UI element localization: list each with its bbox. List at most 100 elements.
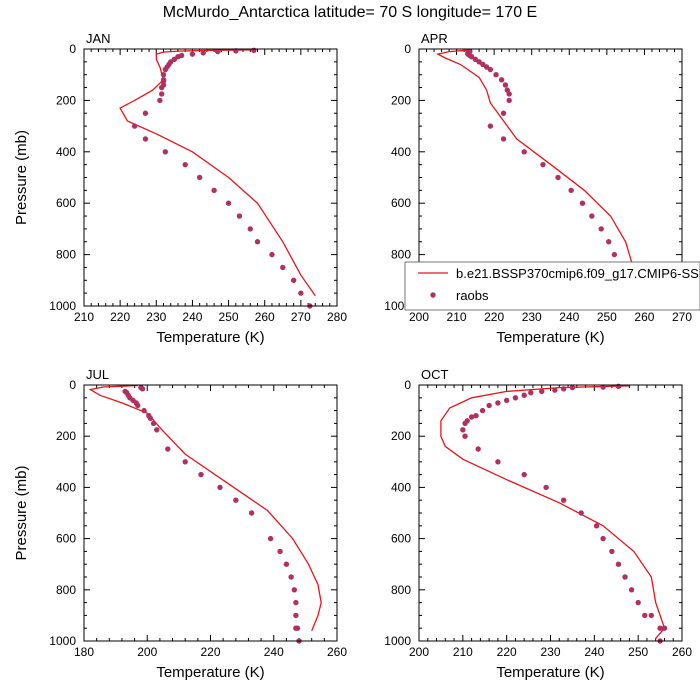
panel-label: APR <box>421 31 448 46</box>
raobs-point <box>248 510 255 516</box>
raobs-point <box>142 136 149 142</box>
raobs-point <box>298 290 304 296</box>
raobs-point <box>280 264 286 271</box>
raobs-point <box>154 427 160 433</box>
raobs-point <box>500 136 507 142</box>
raobs-point <box>589 213 595 219</box>
raobs-point <box>293 599 299 606</box>
x-axis-label: Temperature (K) <box>496 329 604 346</box>
y-tick-label: 600 <box>391 196 411 210</box>
x-tick-label: 210 <box>453 645 473 659</box>
raobs-point <box>291 587 298 593</box>
raobs-point <box>182 459 188 465</box>
legend-model-label: b.e21.BSSP370cmip6.f09_g17.CMIP6-SSP3-7.… <box>456 266 700 281</box>
y-tick-label: 600 <box>56 196 76 210</box>
x-tick-label: 250 <box>628 645 648 659</box>
raobs-point <box>293 612 299 619</box>
raobs-point <box>642 612 648 619</box>
raobs-point <box>648 612 655 619</box>
raobs-point <box>521 149 527 155</box>
plot-frame <box>83 48 338 307</box>
raobs-point <box>487 123 494 129</box>
raobs-point <box>290 277 297 283</box>
raobs-point <box>157 97 163 104</box>
raobs-point <box>487 66 494 73</box>
plot-frame <box>418 384 683 642</box>
raobs-point <box>294 625 301 631</box>
raobs-point <box>560 386 567 392</box>
raobs-point <box>503 397 510 404</box>
x-tick-label: 180 <box>74 645 94 659</box>
x-tick-label: 260 <box>327 645 347 659</box>
raobs-point <box>182 161 188 168</box>
x-tick-label: 250 <box>219 310 239 324</box>
raobs-point <box>598 226 604 232</box>
raobs-point <box>498 77 505 83</box>
y-tick-label: 800 <box>391 248 411 262</box>
raobs-point <box>512 395 519 401</box>
x-axis-label: Temperature (K) <box>496 664 604 681</box>
y-tick-label: 800 <box>391 583 411 597</box>
raobs-point <box>615 383 622 389</box>
raobs-point <box>611 251 618 258</box>
x-tick-label: 270 <box>672 310 692 324</box>
x-tick-label: 230 <box>146 310 166 324</box>
raobs-point <box>555 174 561 181</box>
raobs-point <box>141 407 147 414</box>
raobs-point <box>600 384 606 390</box>
raobs-point <box>251 47 257 53</box>
x-tick-label: 230 <box>540 645 560 659</box>
raobs-point <box>462 420 468 427</box>
model-line <box>119 49 316 297</box>
chart-panel-jan: 210 220 230 240 250 260 270 280 0 200 400 600 800 100… <box>13 31 347 346</box>
x-tick-label: 200 <box>409 645 429 659</box>
y-tick-label: 0 <box>69 378 76 392</box>
raobs-point <box>493 72 499 78</box>
x-tick-label: 240 <box>559 310 579 324</box>
raobs-point <box>159 84 165 91</box>
panel-label: JAN <box>86 31 111 46</box>
y-tick-label: 0 <box>69 42 76 56</box>
raobs-point <box>552 387 558 393</box>
raobs-point <box>540 161 546 168</box>
x-tick-label: 220 <box>484 310 504 324</box>
raobs-point <box>560 497 567 503</box>
raobs-point <box>468 414 475 420</box>
y-tick-label: 0 <box>404 378 411 392</box>
chart-panel-jul: 180 200 220 240 260 0 200 400 600 800 1000 JUL Tempe… <box>13 367 347 681</box>
x-tick-label: 200 <box>137 645 157 659</box>
raobs-point <box>254 239 261 245</box>
y-axis-label: Pressure (mb) <box>13 465 30 560</box>
raobs-point <box>661 625 668 631</box>
raobs-point <box>288 574 294 580</box>
raobs-point <box>162 66 169 73</box>
raobs-point <box>225 200 232 206</box>
raobs-point <box>200 50 206 56</box>
raobs-point <box>543 484 549 491</box>
x-tick-label: 220 <box>110 310 130 324</box>
raobs-point <box>150 420 157 427</box>
x-tick-label: 240 <box>182 310 202 324</box>
y-tick-label: 1000 <box>384 299 411 313</box>
raobs-point <box>569 384 576 391</box>
legend-marker-swatch <box>430 292 436 298</box>
raobs-point <box>269 251 275 258</box>
plot-frame <box>83 384 338 642</box>
legend-box <box>404 261 700 311</box>
x-tick-label: 210 <box>447 310 467 324</box>
raobs-point <box>160 72 167 78</box>
raobs-point <box>657 625 663 631</box>
raobs-point <box>142 110 149 116</box>
raobs-point <box>622 574 628 580</box>
raobs-point <box>131 123 138 129</box>
y-tick-label: 400 <box>56 145 76 159</box>
raobs-point <box>233 497 239 503</box>
x-tick-label: 210 <box>74 310 94 324</box>
raobs-point <box>159 91 165 97</box>
raobs-point <box>606 239 612 245</box>
y-tick-label: 1000 <box>49 299 76 313</box>
raobs-point <box>521 471 527 478</box>
raobs-point <box>473 413 479 419</box>
y-tick-label: 1000 <box>384 634 411 648</box>
